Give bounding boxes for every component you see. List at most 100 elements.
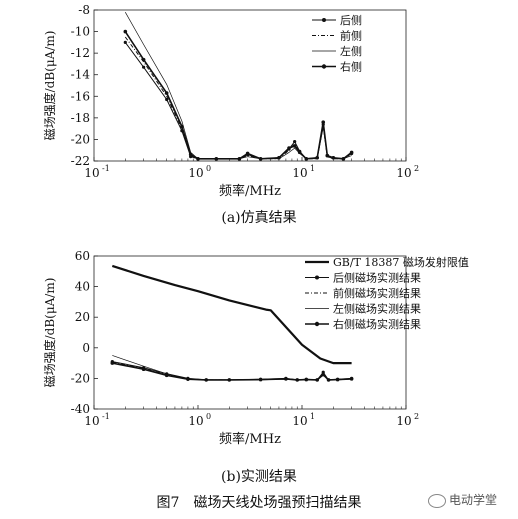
series-4-point: [315, 155, 319, 160]
series-5-point: [295, 378, 300, 382]
watermark-text: 电动学堂: [449, 493, 498, 507]
series-4-point: [341, 157, 346, 161]
series-4-point: [258, 157, 263, 161]
series-5-point: [321, 372, 326, 377]
series-4-point: [180, 124, 184, 129]
series-5-point: [304, 377, 309, 382]
series-line-3: [124, 12, 352, 160]
x-axis-label: 频率/MHz: [219, 431, 281, 447]
x-tick-label: 10: [188, 414, 203, 428]
series-4-point: [297, 150, 302, 155]
x-tick-exponent: -1: [102, 412, 110, 421]
y-tick-label: -12: [71, 46, 90, 60]
series-4-point: [237, 157, 242, 161]
x-tick-exponent: 1: [310, 164, 315, 173]
series-5-point: [141, 367, 146, 372]
figure-title: 图7 磁场天线处场强预扫描结果: [156, 495, 362, 511]
y-tick-label: -18: [71, 111, 90, 125]
y-axis-label: 磁场强度/dB(μA/m): [42, 31, 57, 141]
plot-frame: [93, 9, 407, 162]
x-tick-label: 10: [292, 166, 307, 180]
x-axis-label: 频率/MHz: [219, 183, 281, 199]
legend-label-4: 左侧磁场实测结果: [333, 302, 421, 316]
series-5-point: [186, 377, 190, 381]
y-axis-label: 磁场强度/dB(μA/m): [42, 278, 57, 388]
series-4-point: [287, 146, 291, 150]
y-tick-label: -20: [71, 371, 90, 385]
legend-marker-4: [321, 64, 327, 69]
x-tick-label: 10: [396, 166, 411, 180]
series-line-2: [124, 36, 352, 160]
legend-label-1: 后侧: [340, 14, 362, 27]
legend-label-5: 右侧磁场实测结果: [333, 317, 421, 331]
y-tick-label: 0: [82, 341, 90, 355]
series-4-point: [141, 57, 146, 62]
series-1-point: [123, 40, 127, 44]
x-tick-label: 10: [188, 166, 203, 180]
legend-label-3: 左侧: [340, 45, 362, 58]
series-4-point: [245, 151, 250, 156]
watermark: 电动学堂: [428, 491, 497, 508]
x-tick-exponent: 2: [414, 164, 419, 173]
legend-marker-1: [322, 18, 326, 22]
legend-label-1: GB/T 18387 磁场发射限值: [333, 255, 469, 269]
series-5-point: [349, 377, 354, 381]
series-4-point: [325, 153, 330, 158]
series-line-4: [112, 355, 352, 381]
series-1-point: [293, 139, 297, 144]
series-5-point: [326, 378, 331, 382]
legend-label-3: 前侧磁场实测结果: [333, 286, 421, 300]
wechat-icon: [428, 493, 446, 508]
y-tick-label: 20: [75, 310, 90, 324]
legend-label-2: 前侧: [340, 29, 362, 43]
x-tick-label: 10: [396, 414, 411, 428]
series-4-point: [196, 157, 200, 161]
series-4-point: [331, 155, 336, 160]
x-tick-exponent: 1: [310, 412, 315, 421]
series-4-point: [292, 144, 297, 148]
y-tick-label: -22: [71, 154, 90, 168]
y-tick-label: -10: [71, 25, 90, 39]
caption-a: (a)仿真结果: [221, 210, 297, 226]
x-tick-exponent: -1: [102, 164, 110, 173]
series-5-point: [258, 377, 263, 382]
x-tick-label: 10: [84, 414, 99, 428]
series-5-point: [227, 378, 232, 382]
y-tick-label: 40: [75, 280, 90, 294]
series-5-point: [284, 377, 288, 381]
legend-label-4: 右侧: [340, 60, 362, 74]
series-5-point: [164, 373, 169, 378]
y-tick-label: -40: [71, 402, 90, 416]
caption-b: (b)实测结果: [221, 469, 297, 485]
x-tick-exponent: 0: [206, 164, 211, 173]
plot-frame: [93, 255, 407, 410]
y-tick-label: -8: [78, 3, 90, 17]
y-tick-label: -14: [71, 68, 91, 82]
legend-marker-2: [315, 275, 319, 280]
x-tick-exponent: 0: [206, 412, 211, 421]
y-tick-label: -20: [71, 132, 90, 146]
series-line-5: [112, 362, 352, 381]
x-tick-label: 10: [292, 414, 307, 428]
y-tick-label: -16: [71, 89, 90, 103]
x-tick-exponent: 2: [414, 412, 419, 421]
series-4-point: [123, 29, 128, 34]
series-4-point: [349, 150, 354, 155]
series-5-point: [335, 377, 340, 382]
series-4-point: [188, 152, 193, 157]
series-5-point: [204, 378, 209, 382]
series-4-point: [304, 157, 309, 161]
series-4-point: [277, 155, 281, 160]
series-line-1: [111, 264, 352, 365]
legend-marker-5: [314, 321, 320, 327]
series-4-point: [164, 91, 169, 95]
x-tick-label: 10: [84, 166, 99, 180]
legend-label-2: 后侧磁场实测结果: [333, 271, 421, 285]
y-tick-label: 60: [75, 249, 90, 263]
series-5-point: [110, 361, 115, 365]
series-4-point: [321, 120, 326, 124]
series-5-point: [315, 378, 319, 382]
